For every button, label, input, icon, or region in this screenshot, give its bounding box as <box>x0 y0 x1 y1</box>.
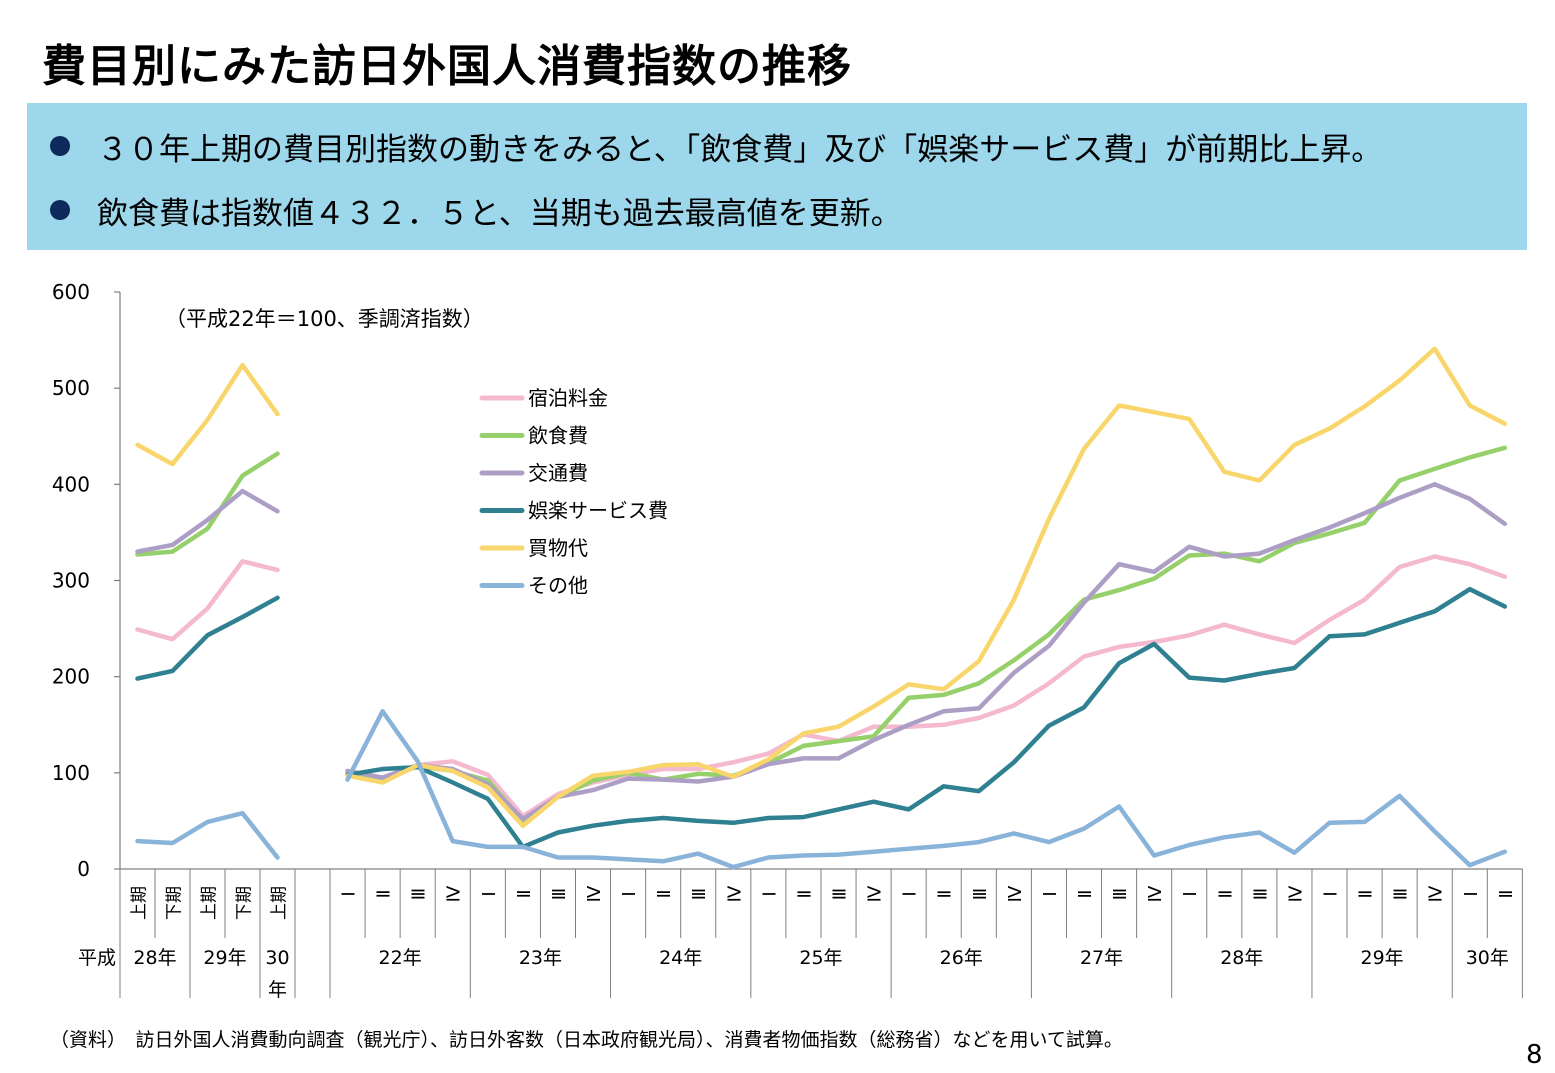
x-category-label: Ⅲ <box>970 888 991 900</box>
x-category-label: Ⅰ <box>1320 891 1341 896</box>
x-category-label: Ⅱ <box>514 890 535 899</box>
x-category-label: Ⅳ <box>584 885 605 902</box>
x-category-label: Ⅰ <box>1180 891 1201 896</box>
x-year-label: 28年 <box>1220 947 1263 969</box>
era-label: 平成 <box>78 947 116 969</box>
x-category-label: Ⅱ <box>374 890 395 899</box>
series-line-half-year <box>135 595 280 681</box>
x-category-label: 下期 <box>165 886 185 920</box>
y-tick-label: 0 <box>77 857 90 881</box>
legend-label: 宿泊料金 <box>528 386 608 410</box>
y-tick-label: 500 <box>52 376 90 400</box>
x-category-label: Ⅱ <box>1356 890 1377 899</box>
x-category-label: Ⅱ <box>1075 890 1096 899</box>
series-line-half-year <box>135 488 280 554</box>
x-year-label: 25年 <box>799 947 842 969</box>
x-category-label: Ⅲ <box>409 888 430 900</box>
x-category-label: Ⅳ <box>444 885 465 902</box>
x-category-label: Ⅳ <box>1005 885 1026 902</box>
x-category-label: Ⅱ <box>1496 890 1517 899</box>
summary-text: 飲食費は指数値４３２．５と、当期も過去最高値を更新。 <box>97 195 902 232</box>
x-category-label: Ⅱ <box>1215 890 1236 899</box>
x-category-label: Ⅱ <box>935 890 956 899</box>
x-category-label: Ⅱ <box>794 890 815 899</box>
series-line-half-year <box>135 362 280 467</box>
source-note: （資料） 訪日外国人消費動向調査（観光庁）、訪日外客数（日本政府観光局）、消費者… <box>50 1029 1123 1051</box>
y-tick-label: 100 <box>52 761 90 785</box>
bullet-dot-icon <box>50 200 70 220</box>
series-line-half-year <box>135 451 280 557</box>
x-year-label: 29年 <box>1361 947 1404 969</box>
legend-label: 飲食費 <box>528 424 588 448</box>
x-year-label: 27年 <box>1080 947 1123 969</box>
x-category-label: Ⅲ <box>830 888 851 900</box>
series-line-quarterly <box>345 346 1508 828</box>
page-number: 8 <box>1526 1040 1543 1070</box>
x-category-label: Ⅲ <box>689 888 710 900</box>
x-year-label: 24年 <box>659 947 702 969</box>
x-year-label: 29年 <box>203 947 246 969</box>
x-category-label: 上期 <box>200 886 220 920</box>
x-year-label: 26年 <box>940 947 983 969</box>
x-category-label: 下期 <box>235 886 255 920</box>
x-category-label: Ⅲ <box>1250 888 1271 900</box>
x-category-label: Ⅳ <box>1145 885 1166 902</box>
y-tick-label: 300 <box>52 569 90 593</box>
x-category-label: Ⅰ <box>1461 891 1482 896</box>
x-category-label: Ⅲ <box>549 888 570 900</box>
x-category-label: 上期 <box>270 886 290 920</box>
x-category-label: Ⅳ <box>865 885 886 902</box>
x-category-label: Ⅲ <box>1110 888 1131 900</box>
x-category-label: Ⅰ <box>1040 891 1061 896</box>
x-category-label: Ⅳ <box>1426 885 1447 902</box>
series-line-half-year <box>135 810 280 860</box>
x-category-label: Ⅳ <box>724 885 745 902</box>
y-tick-label: 600 <box>52 280 90 304</box>
x-category-label: Ⅲ <box>1391 888 1412 900</box>
x-category-label: Ⅰ <box>619 891 640 896</box>
series-line-quarterly <box>345 709 1508 870</box>
summary-text: ３０年上期の費目別指数の動きをみると、「飲食費」及び「娯楽サービス費」が前期比上… <box>97 131 1383 168</box>
chart-note: （平成22年＝100、季調済指数） <box>165 307 484 331</box>
y-tick-label: 400 <box>52 472 90 496</box>
x-category-label: Ⅰ <box>900 891 921 896</box>
series-line-quarterly <box>345 586 1508 850</box>
x-category-label: Ⅱ <box>654 890 675 899</box>
legend-label: 交通費 <box>528 461 588 485</box>
series-line-half-year <box>135 559 280 642</box>
x-year-label: 30年 <box>1466 947 1509 969</box>
legend-label: その他 <box>528 574 588 598</box>
x-category-label: 上期 <box>130 886 150 920</box>
x-category-label: Ⅳ <box>1285 885 1306 902</box>
x-category-label: Ⅰ <box>759 891 780 896</box>
x-year-label: 22年 <box>379 947 422 969</box>
legend-label: 買物代 <box>528 536 588 560</box>
series-line-quarterly <box>345 554 1508 819</box>
summary-box: ３０年上期の費目別指数の動きをみると、「飲食費」及び「娯楽サービス費」が前期比上… <box>27 103 1527 250</box>
page-title: 費目別にみた訪日外国人消費指数の推移 <box>42 41 852 92</box>
x-year-label: 28年 <box>133 947 176 969</box>
legend-label: 娯楽サービス費 <box>528 499 668 523</box>
x-year-label: 23年 <box>519 947 562 969</box>
x-category-label: Ⅰ <box>339 891 360 896</box>
bullet-dot-icon <box>50 136 70 156</box>
series-line-quarterly <box>345 482 1508 822</box>
y-tick-label: 200 <box>52 665 90 689</box>
x-category-label: Ⅰ <box>479 891 500 896</box>
